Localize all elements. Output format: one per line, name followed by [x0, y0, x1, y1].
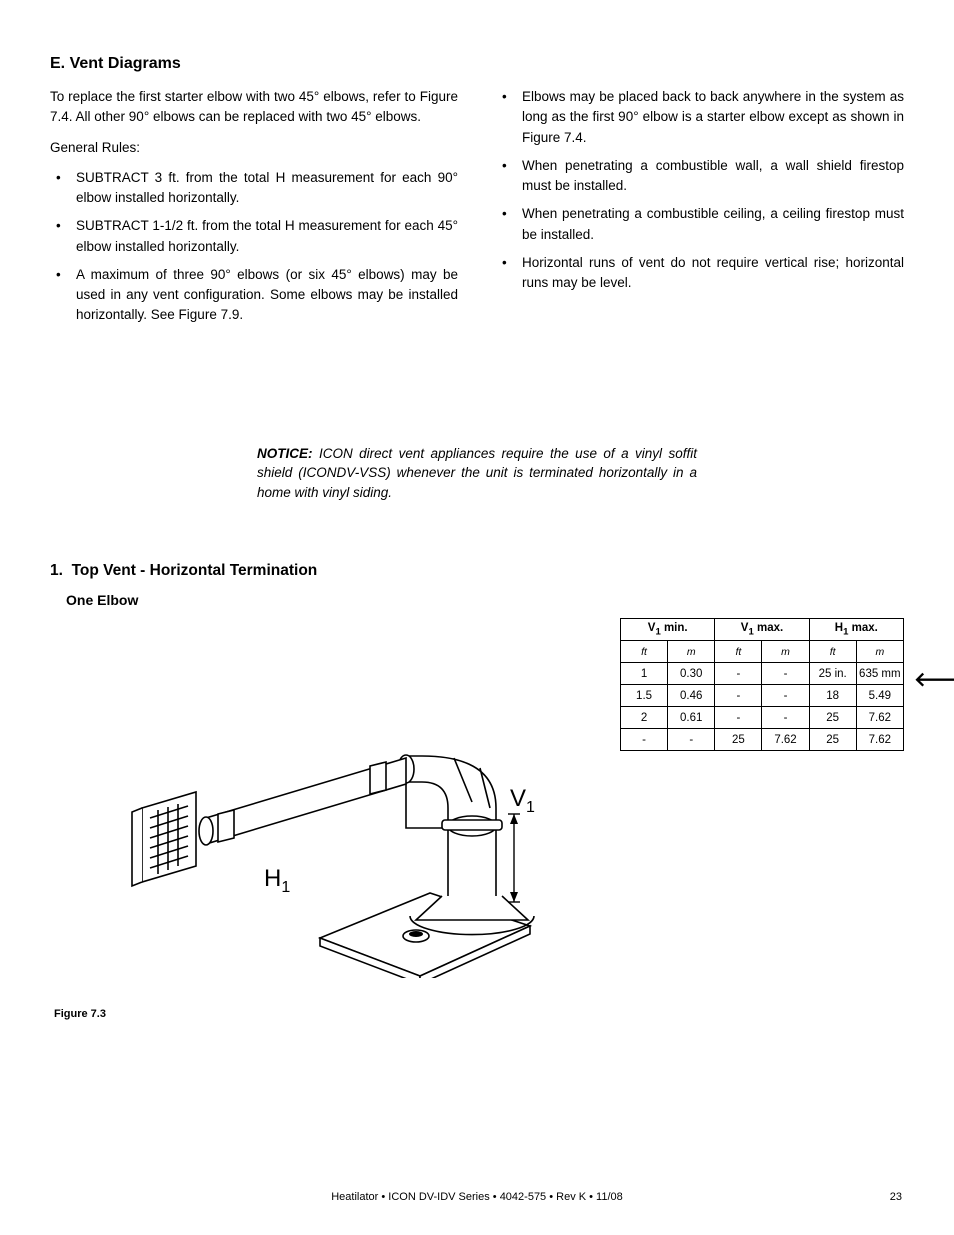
unit-cell: ft	[715, 641, 762, 663]
cell: 18	[809, 685, 856, 707]
list-item: Elbows may be placed back to back anywhe…	[522, 87, 904, 148]
cell: -	[621, 729, 668, 751]
notice-label: NOTICE:	[257, 446, 313, 461]
cell: -	[762, 663, 809, 685]
cell: 25	[809, 707, 856, 729]
config-label: One Elbow	[66, 592, 904, 608]
table-row: 1 0.30 - - 25 in. 635 mm	[621, 663, 904, 685]
section-title-text: Vent Diagrams	[70, 55, 181, 72]
cell: 2	[621, 707, 668, 729]
table-container: V1 min. V1 max. H1 max. ft m ft m ft m 1…	[620, 618, 904, 751]
list-item: SUBTRACT 3 ft. from the total H measurem…	[76, 168, 458, 209]
general-rules-label: General Rules:	[50, 138, 458, 158]
left-column: To replace the first starter elbow with …	[50, 87, 458, 334]
footer-text: Heatilator • ICON DV-IDV Series • 4042-5…	[0, 1191, 954, 1203]
unit-cell: m	[856, 641, 903, 663]
cell: -	[715, 707, 762, 729]
cell: -	[668, 729, 715, 751]
list-item: A maximum of three 90° elbows (or six 45…	[76, 265, 458, 326]
figure-caption: Figure 7.3	[54, 1008, 590, 1020]
section-heading: E. Vent Diagrams	[50, 55, 904, 73]
cell: 0.30	[668, 663, 715, 685]
cell: 25 in.	[809, 663, 856, 685]
cell: -	[762, 707, 809, 729]
cell: 0.46	[668, 685, 715, 707]
lower-row: H1 V1 Figure 7.3 V1 min. V1 max. H1 max.…	[50, 618, 904, 1020]
cell: 1	[621, 663, 668, 685]
vent-table: V1 min. V1 max. H1 max. ft m ft m ft m 1…	[620, 618, 904, 751]
vent-diagram: H1 V1	[110, 678, 550, 978]
notice-text: ICON direct vent appliances require the …	[257, 446, 697, 500]
th-vmax: V1 max.	[715, 619, 809, 641]
cell: 5.49	[856, 685, 903, 707]
cell: -	[715, 663, 762, 685]
cell: -	[762, 685, 809, 707]
unit-cell: ft	[809, 641, 856, 663]
subsection-heading: 1. Top Vent - Horizontal Termination	[50, 562, 904, 580]
page-number: 23	[890, 1191, 902, 1203]
intro-paragraph: To replace the first starter elbow with …	[50, 87, 458, 128]
unit-cell: m	[762, 641, 809, 663]
cell: 1.5	[621, 685, 668, 707]
notice-block: NOTICE: ICON direct vent appliances requ…	[257, 444, 697, 503]
cell: 7.62	[856, 707, 903, 729]
cell: 0.61	[668, 707, 715, 729]
right-bullet-list: Elbows may be placed back to back anywhe…	[496, 87, 904, 293]
two-column-body: To replace the first starter elbow with …	[50, 87, 904, 334]
right-column: Elbows may be placed back to back anywhe…	[496, 87, 904, 334]
cell: 7.62	[856, 729, 903, 751]
table-body: 1 0.30 - - 25 in. 635 mm 1.5 0.46 - - 18…	[621, 663, 904, 751]
subsection-number: 1.	[50, 562, 63, 579]
list-item: When penetrating a combustible ceiling, …	[522, 204, 904, 245]
table-row: 1.5 0.46 - - 18 5.49	[621, 685, 904, 707]
section-letter: E.	[50, 55, 65, 72]
unit-cell: m	[668, 641, 715, 663]
subsection-title-text: Top Vent - Horizontal Termination	[72, 562, 318, 579]
cell: 25	[809, 729, 856, 751]
left-bullet-list: SUBTRACT 3 ft. from the total H measurem…	[50, 168, 458, 326]
list-item: When penetrating a combustible wall, a w…	[522, 156, 904, 197]
diagram-container: H1 V1 Figure 7.3	[50, 618, 590, 1020]
cell: -	[715, 685, 762, 707]
unit-cell: ft	[621, 641, 668, 663]
table-row: - - 25 7.62 25 7.62	[621, 729, 904, 751]
arrow-icon: 🡐	[914, 670, 954, 690]
cell: 25	[715, 729, 762, 751]
list-item: SUBTRACT 1-1/2 ft. from the total H meas…	[76, 216, 458, 257]
cell: 7.62	[762, 729, 809, 751]
label-v: V1	[510, 785, 535, 816]
cell: 635 mm	[856, 663, 903, 685]
list-item: Horizontal runs of vent do not require v…	[522, 253, 904, 294]
label-h: H1	[264, 865, 290, 896]
th-vmin: V1 min.	[621, 619, 715, 641]
th-hmax: H1 max.	[809, 619, 903, 641]
table-row: 2 0.61 - - 25 7.62	[621, 707, 904, 729]
